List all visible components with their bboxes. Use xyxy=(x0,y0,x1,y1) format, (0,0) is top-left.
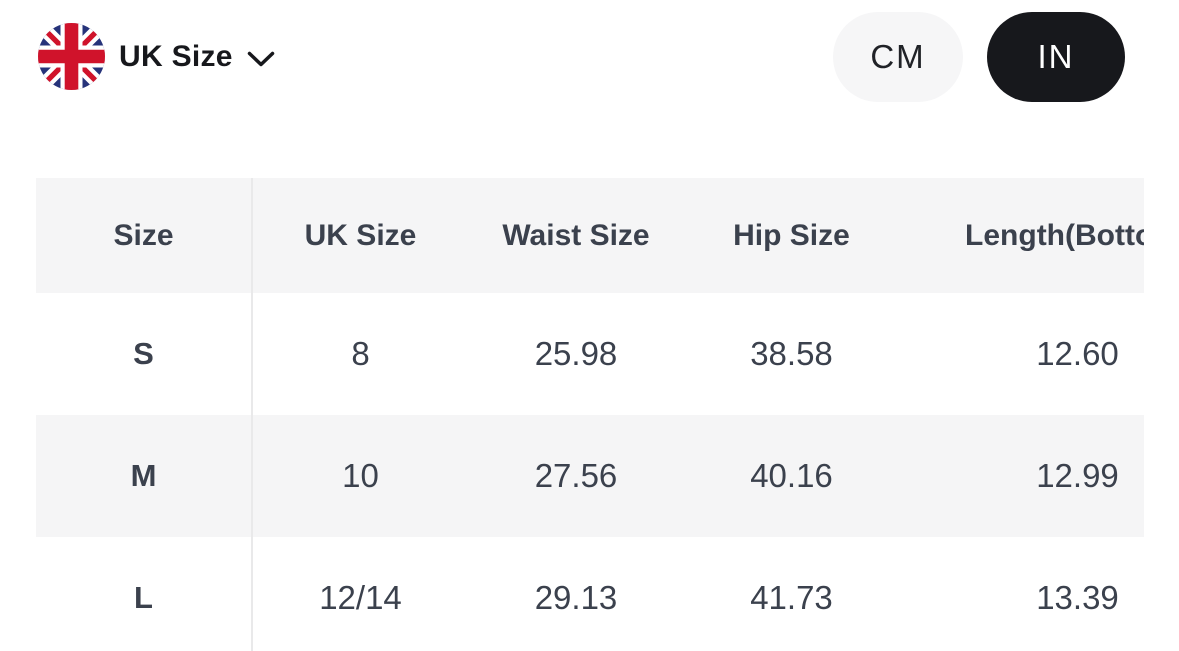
value-cell: 12/14 xyxy=(319,579,402,616)
size-cell: S xyxy=(36,293,253,415)
unit-in-button[interactable]: IN xyxy=(987,12,1125,102)
value-cell: 12.99 xyxy=(899,415,1144,537)
uk-flag-icon xyxy=(38,23,105,90)
region-selector[interactable]: UK Size xyxy=(38,23,275,90)
value-cell: 25.98 xyxy=(534,335,618,372)
region-label: UK Size xyxy=(119,39,233,73)
chevron-down-icon xyxy=(247,51,275,68)
table-row-m: M 10 27.56 40.16 12.99 xyxy=(36,415,1144,537)
header-cell-size: Size xyxy=(36,178,253,293)
value-cell: 13.39 xyxy=(1036,579,1119,616)
header-cell-hip-size: Hip Size xyxy=(684,178,899,293)
unit-toggle: CM IN xyxy=(833,12,1125,102)
size-cell: L xyxy=(36,537,253,651)
size-table: Size UK Size Waist Size Hip Size Length(… xyxy=(36,178,1144,651)
value-cell: 29.13 xyxy=(534,579,618,616)
value-cell: 27.56 xyxy=(468,415,684,537)
size-table-viewport[interactable]: Size UK Size Waist Size Hip Size Length(… xyxy=(36,178,1144,651)
value-cell: 40.16 xyxy=(684,415,899,537)
table-row-s: S 8 25.98 38.58 12.60 xyxy=(36,293,1144,415)
value-cell: 41.73 xyxy=(750,579,833,616)
table-header-row: Size UK Size Waist Size Hip Size Length(… xyxy=(36,178,1144,293)
value-cell: 12.60 xyxy=(1036,335,1119,372)
value-cell: 8 xyxy=(351,335,370,372)
table-row-l: L 12/14 29.13 41.73 13.39 xyxy=(36,537,1144,651)
value-cell: 38.58 xyxy=(750,335,833,372)
header-cell-uk-size: UK Size xyxy=(252,178,468,293)
value-cell: 10 xyxy=(252,415,468,537)
size-cell: M xyxy=(36,415,253,537)
unit-cm-button[interactable]: CM xyxy=(833,12,963,102)
header-cell-waist-size: Waist Size xyxy=(468,178,684,293)
header-cell-length-bottom: Length(Bottom) xyxy=(899,178,1144,293)
